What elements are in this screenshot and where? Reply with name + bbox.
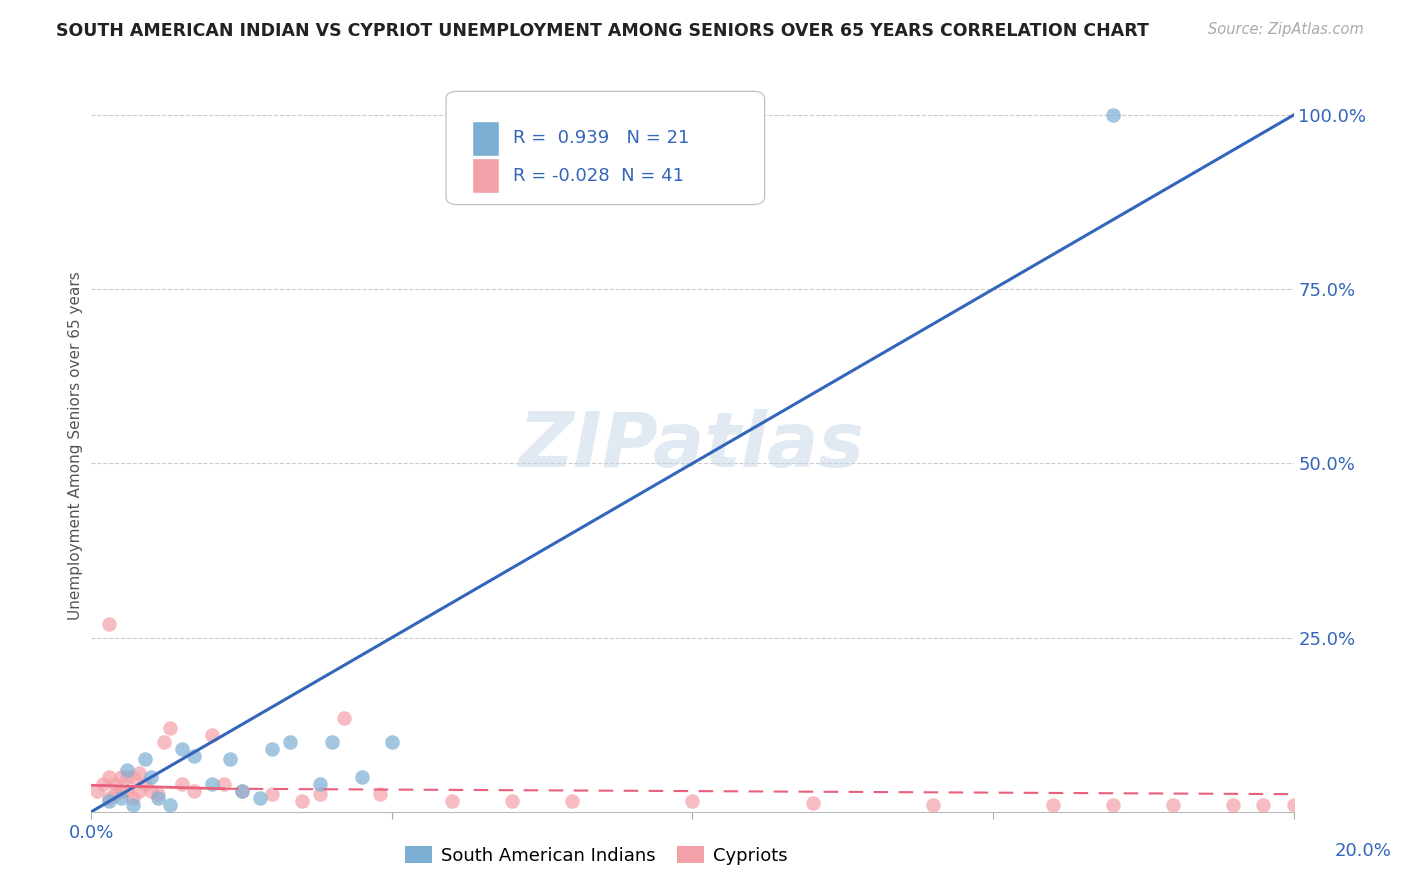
Point <box>86 784 108 798</box>
Point <box>440 794 463 808</box>
Point <box>117 763 139 777</box>
Point <box>1222 797 1244 812</box>
Point <box>260 787 283 801</box>
Point <box>110 784 132 798</box>
Point <box>98 794 121 808</box>
FancyBboxPatch shape <box>472 158 499 194</box>
Point <box>98 790 121 805</box>
Point <box>368 787 391 801</box>
Text: SOUTH AMERICAN INDIAN VS CYPRIOT UNEMPLOYMENT AMONG SENIORS OVER 65 YEARS CORREL: SOUTH AMERICAN INDIAN VS CYPRIOT UNEMPLO… <box>56 22 1149 40</box>
Point <box>122 797 145 812</box>
Point <box>801 797 824 811</box>
Point <box>128 784 150 798</box>
Point <box>321 735 343 749</box>
FancyBboxPatch shape <box>446 91 765 204</box>
Point <box>134 752 156 766</box>
Point <box>308 777 330 791</box>
Point <box>141 784 163 798</box>
Point <box>117 770 139 784</box>
Point <box>128 766 150 780</box>
Text: R = -0.028  N = 41: R = -0.028 N = 41 <box>513 167 685 185</box>
Point <box>1282 797 1305 812</box>
Point <box>218 752 240 766</box>
Point <box>922 797 945 812</box>
Point <box>134 777 156 791</box>
Point <box>170 777 193 791</box>
Point <box>122 790 145 805</box>
Text: R =  0.939   N = 21: R = 0.939 N = 21 <box>513 129 690 147</box>
Point <box>1102 108 1125 122</box>
Point <box>104 777 127 791</box>
Point <box>159 797 181 812</box>
Point <box>681 794 703 808</box>
Point <box>308 787 330 801</box>
Point <box>146 787 169 801</box>
Point <box>231 784 253 798</box>
Point <box>1042 797 1064 812</box>
Point <box>561 794 583 808</box>
Point <box>1253 797 1275 812</box>
Point <box>1161 797 1184 812</box>
Point <box>291 794 314 808</box>
Point <box>110 770 132 784</box>
Point <box>212 777 235 791</box>
Point <box>159 721 181 735</box>
FancyBboxPatch shape <box>472 120 499 155</box>
Point <box>183 749 205 764</box>
Point <box>141 770 163 784</box>
Point <box>231 784 253 798</box>
Point <box>104 787 127 801</box>
Point <box>333 711 356 725</box>
Point <box>122 770 145 784</box>
Point <box>350 770 373 784</box>
Point <box>201 777 224 791</box>
Text: Source: ZipAtlas.com: Source: ZipAtlas.com <box>1208 22 1364 37</box>
Point <box>98 770 121 784</box>
Point <box>152 735 174 749</box>
Point <box>1102 797 1125 812</box>
Point <box>201 728 224 742</box>
Point <box>98 616 121 631</box>
Point <box>146 790 169 805</box>
Point <box>249 790 271 805</box>
Point <box>501 794 523 808</box>
Point <box>93 777 115 791</box>
Point <box>170 742 193 756</box>
Legend: South American Indians, Cypriots: South American Indians, Cypriots <box>398 839 794 872</box>
Text: ZIPatlas: ZIPatlas <box>519 409 866 483</box>
Point <box>381 735 404 749</box>
Point <box>278 735 301 749</box>
Text: 20.0%: 20.0% <box>1334 842 1392 860</box>
Point <box>117 784 139 798</box>
Point <box>110 790 132 805</box>
Y-axis label: Unemployment Among Seniors over 65 years: Unemployment Among Seniors over 65 years <box>67 272 83 620</box>
Point <box>183 784 205 798</box>
Point <box>260 742 283 756</box>
